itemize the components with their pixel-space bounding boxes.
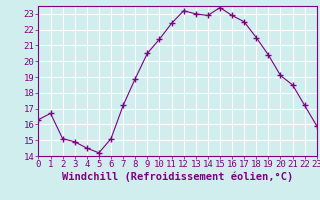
X-axis label: Windchill (Refroidissement éolien,°C): Windchill (Refroidissement éolien,°C) bbox=[62, 172, 293, 182]
